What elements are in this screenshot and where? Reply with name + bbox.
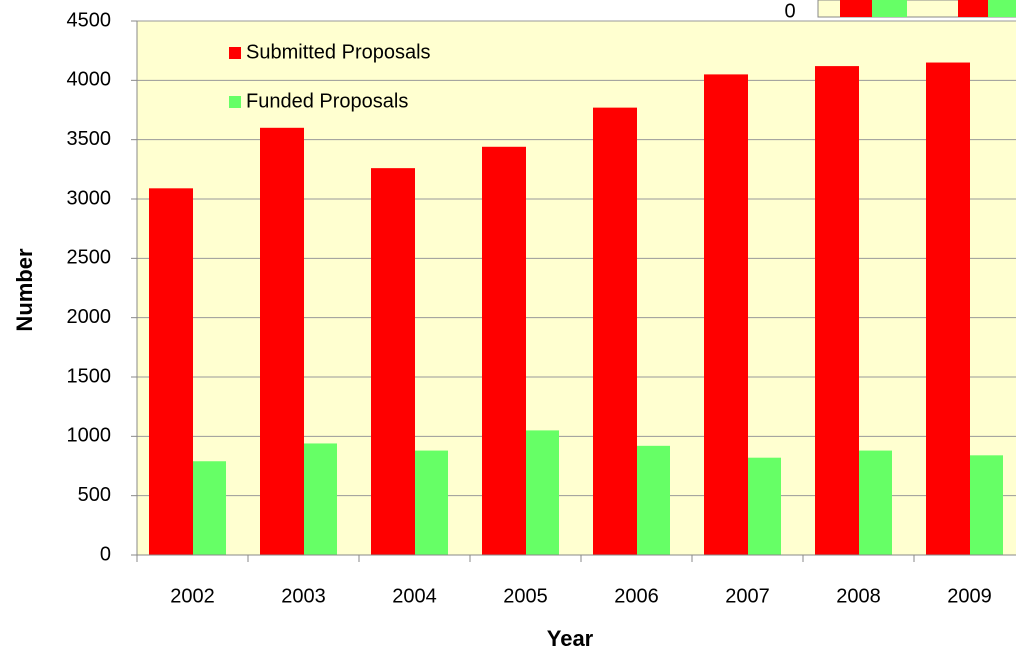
y-tick-label: 3000 [67,187,112,209]
bar [815,66,859,556]
bar [970,455,1003,555]
x-tick-label: 2002 [170,585,215,607]
y-tick-label: 500 [78,484,111,506]
legend-swatch [229,47,241,59]
x-tick-label: 2003 [281,585,326,607]
x-axis-label: Year [547,626,594,651]
y-tick-label: 0 [100,543,111,565]
legend-label: Funded Proposals [246,90,408,112]
y-tick-label: 4500 [67,9,112,31]
legend-swatch [229,96,241,108]
bar [415,450,448,555]
overlay-bar [840,0,872,17]
bar [859,450,892,555]
bars [149,62,1003,556]
y-axis-label: Number [12,248,37,332]
x-tick-label: 2009 [947,585,992,607]
bar [482,146,526,555]
bar [704,74,748,556]
x-tick-label: 2004 [392,585,437,607]
x-tick-label: 2006 [614,585,659,607]
y-tick-label: 2500 [67,247,112,269]
bar [526,430,559,555]
overlay-bar [988,0,1016,17]
bar [371,168,415,555]
overlay-bar [958,0,988,17]
y-tick-label: 3500 [67,128,112,150]
x-tick-label: 2005 [503,585,548,607]
y-tick-label: 1000 [67,425,112,447]
bar [926,62,970,556]
x-tick-label: 2007 [725,585,770,607]
bar [748,457,781,555]
bar [593,107,637,556]
y-tick-label: 1500 [67,365,112,387]
legend-label: Submitted Proposals [246,41,431,63]
bar [304,443,337,555]
overlay-chart: 0 [784,0,1016,22]
bar [637,445,670,555]
overlay-bar [872,0,907,17]
x-tick-label: 2008 [836,585,881,607]
bar [193,461,226,555]
legend: Submitted Proposals Funded Proposals [229,41,431,112]
y-tick-label: 2000 [67,306,112,328]
bar [149,188,193,555]
overlay-tick-label: 0 [784,0,795,22]
y-tick-label: 4000 [67,69,112,91]
bar [260,127,304,556]
